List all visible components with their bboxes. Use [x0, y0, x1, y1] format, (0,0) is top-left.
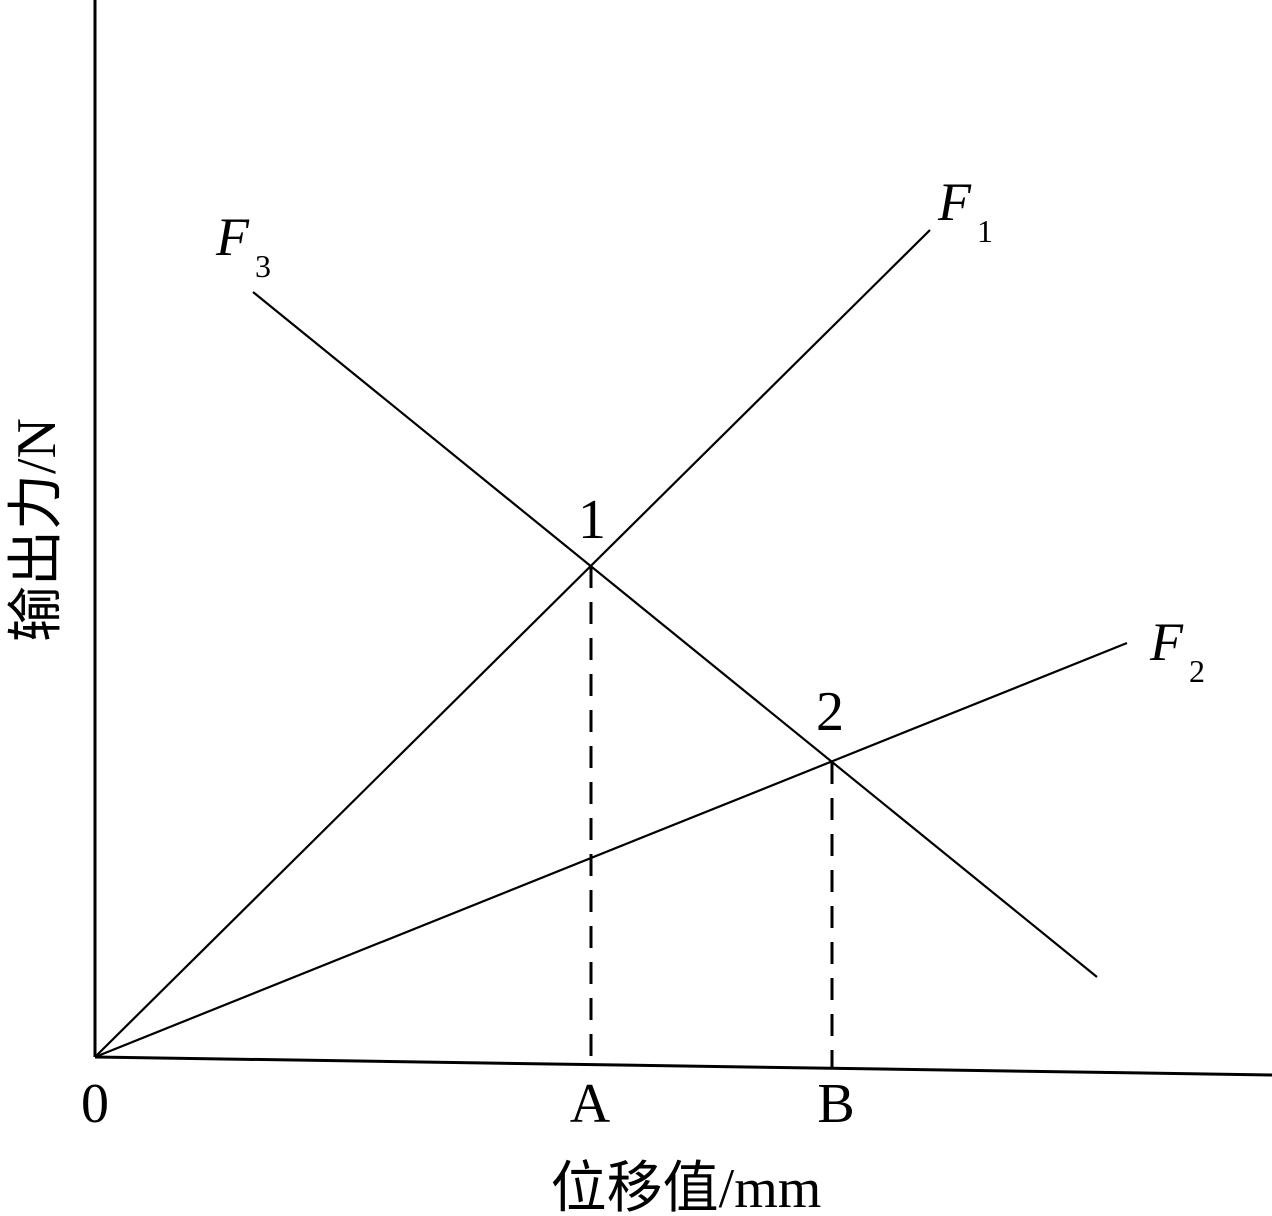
- line-subscript: 3: [255, 248, 271, 284]
- point-label: 1: [578, 489, 606, 551]
- line-f3: [252, 291, 1098, 978]
- point-label: 2: [816, 681, 844, 743]
- x-axis-label: 位移值/mm: [551, 1158, 822, 1216]
- line-f2: [94, 641, 1128, 1059]
- line-f1: [94, 229, 931, 1058]
- line-name: F: [215, 207, 250, 267]
- x-mark: A: [570, 1073, 611, 1135]
- y-axis-label: 输出力/N: [6, 418, 68, 642]
- line-subscript: 2: [1189, 653, 1205, 689]
- line-name: F: [937, 172, 972, 232]
- origin-label: 0: [81, 1073, 109, 1135]
- x-mark: B: [817, 1073, 854, 1135]
- line-name: F: [1149, 612, 1184, 672]
- x-axis: [94, 1055, 1272, 1077]
- line-subscript: 1: [977, 213, 993, 249]
